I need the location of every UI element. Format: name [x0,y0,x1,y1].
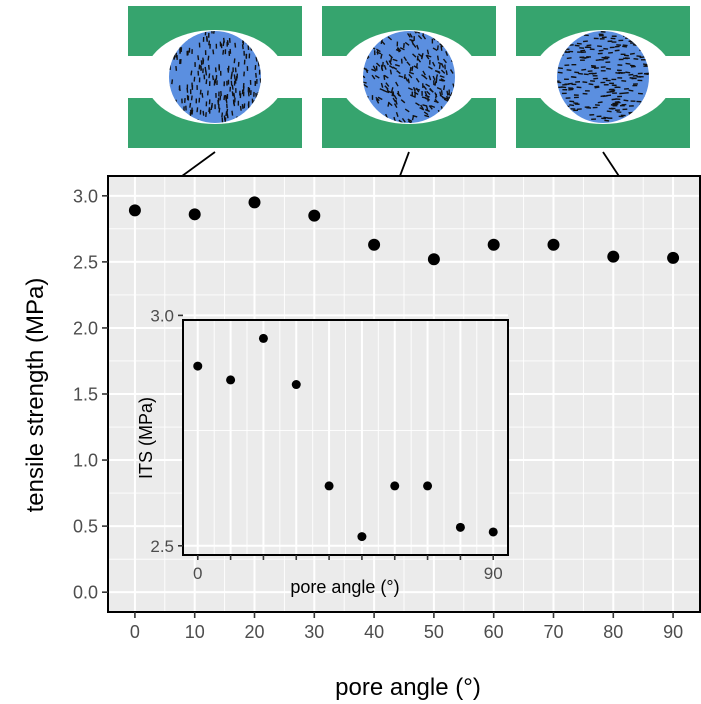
x-tick-label: 40 [364,622,384,642]
schematic-sample-disk [363,31,455,123]
data-point [248,196,261,209]
y-tick-label: 2.5 [150,537,174,556]
data-point [607,250,620,263]
y-tick-label: 0.5 [73,517,98,537]
x-tick-label: 80 [603,622,623,642]
schematic-sample-disk [169,31,261,123]
data-point [308,209,321,222]
x-tick-label: 10 [185,622,205,642]
main-data-points [128,196,680,266]
pore-schematic-0 [128,6,302,148]
inset-y-axis-title: ITS (MPa) [136,397,156,479]
x-tick-label: 20 [244,622,264,642]
data-point [128,204,141,217]
x-tick-label: 60 [484,622,504,642]
data-point [488,527,498,537]
data-point [188,208,201,221]
x-tick-label: 90 [663,622,683,642]
x-tick-label: 30 [304,622,324,642]
data-point [423,481,433,491]
inset-x-axis-ticks: 0 90 [193,555,503,583]
data-point [193,361,203,371]
y-tick-label: 2.0 [73,318,98,338]
y-tick-label: 1.5 [73,384,98,404]
data-point [226,375,236,385]
inset-grid [183,314,508,555]
x-tick-label: 0 [130,622,140,642]
inset-data-points [193,333,498,542]
y-tick-label: 1.0 [73,451,98,471]
data-point [455,522,465,532]
data-point [487,238,500,251]
y-tick-label: 0.0 [73,583,98,603]
pore-schematic-90 [516,6,690,148]
x-tick-label: 0 [193,564,202,583]
pore-schematics [128,6,690,148]
x-tick-label: 90 [484,564,503,583]
data-point [291,380,301,390]
inset-plot: 0 90 2.5 3.0 pore angle (°) ITS (MPa) [136,307,509,597]
data-point [368,238,381,251]
data-point [357,532,367,542]
y-tick-label: 3.0 [150,307,174,326]
data-point [427,253,440,266]
main-x-axis-title: pore angle (°) [335,674,481,701]
y-tick-label: 3.0 [73,186,98,206]
x-tick-label: 70 [543,622,563,642]
data-point [390,481,400,491]
x-tick-label: 50 [424,622,444,642]
pore-schematic-40 [322,6,496,148]
data-point [324,481,334,491]
inset-plot-frame [182,319,509,556]
y-tick-label: 2.5 [73,252,98,272]
inset-x-axis-title: pore angle (°) [290,577,399,597]
inset-y-axis-ticks: 2.5 3.0 [150,307,183,556]
main-y-axis-ticks: 0.0 0.5 1.0 1.5 2.0 2.5 3.0 [73,186,108,603]
main-x-axis-ticks: 0 10 20 30 40 50 60 70 80 90 [130,612,683,642]
data-point [258,333,268,343]
main-y-axis-title: tensile strength (MPa) [22,278,49,513]
data-point [667,251,680,264]
data-point [547,238,560,251]
